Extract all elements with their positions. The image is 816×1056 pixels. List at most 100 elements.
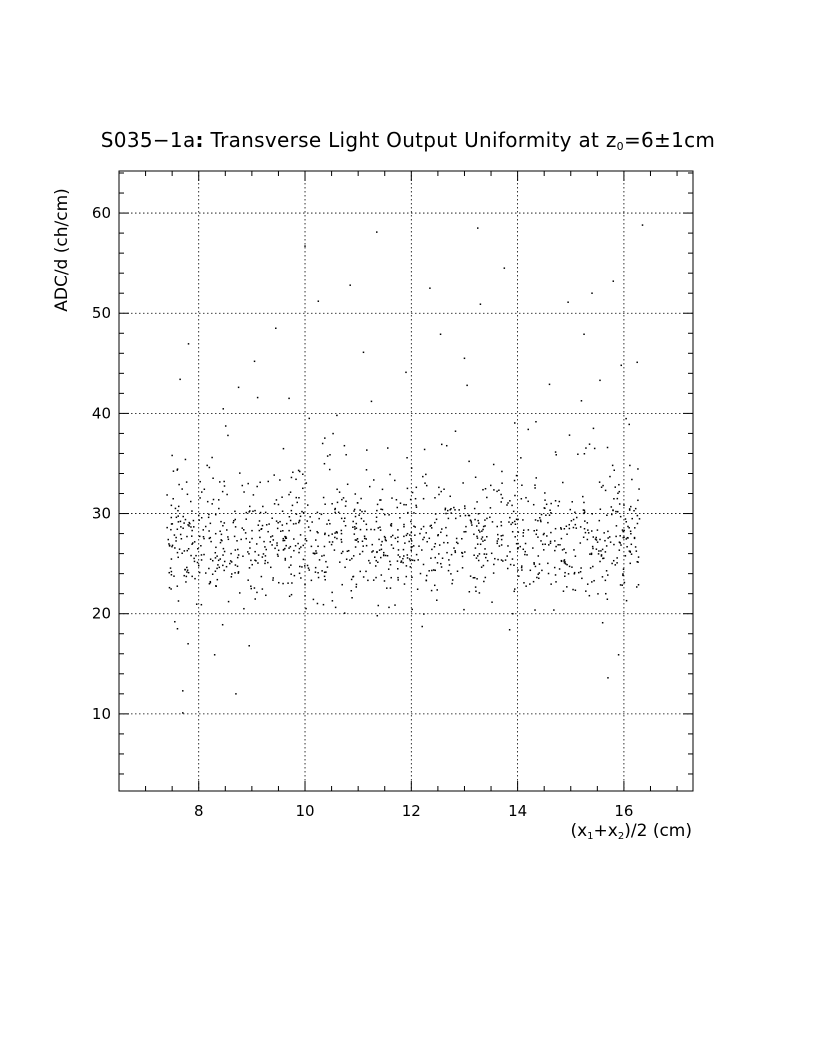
- data-point: [223, 485, 226, 487]
- data-point: [222, 564, 224, 567]
- data-point: [520, 457, 522, 459]
- chart-title: S035−1a: Transverse Light Output Uniform…: [0, 128, 816, 153]
- data-point: [217, 559, 220, 562]
- data-point: [330, 543, 333, 546]
- data-point: [277, 549, 280, 552]
- data-point: [365, 528, 368, 531]
- data-point: [186, 535, 188, 538]
- data-point: [619, 584, 622, 586]
- data-point: [184, 518, 187, 521]
- data-point: [484, 525, 486, 527]
- data-point: [171, 545, 173, 548]
- data-point: [544, 499, 546, 501]
- data-point: [263, 540, 265, 543]
- data-point: [272, 539, 275, 541]
- data-point: [522, 529, 525, 531]
- data-point: [606, 446, 609, 449]
- data-point: [409, 498, 412, 501]
- data-point: [237, 572, 240, 574]
- data-point: [190, 554, 192, 557]
- data-point: [298, 470, 301, 473]
- data-point: [613, 469, 615, 472]
- data-point: [207, 516, 210, 519]
- data-point: [630, 553, 633, 555]
- data-point: [186, 571, 188, 573]
- data-point: [623, 529, 625, 532]
- data-point: [548, 514, 551, 516]
- data-point: [461, 567, 464, 569]
- data-point: [340, 552, 343, 555]
- data-point: [168, 545, 171, 547]
- data-point: [334, 606, 337, 609]
- data-point: [633, 536, 636, 539]
- data-point: [542, 549, 545, 551]
- data-point: [261, 556, 264, 558]
- data-point: [463, 608, 465, 611]
- data-point: [361, 540, 364, 543]
- data-point: [269, 541, 272, 543]
- data-point: [262, 505, 264, 508]
- data-point: [302, 487, 304, 490]
- data-point: [402, 561, 404, 564]
- data-point: [347, 549, 350, 552]
- data-point: [170, 516, 173, 519]
- data-point: [271, 517, 273, 519]
- data-point: [501, 470, 503, 473]
- data-point: [219, 530, 221, 533]
- data-point: [555, 545, 557, 548]
- data-point: [520, 566, 523, 569]
- data-point: [383, 535, 386, 538]
- data-point: [295, 478, 297, 481]
- data-point: [558, 568, 561, 570]
- data-point: [419, 532, 421, 535]
- data-point: [604, 539, 606, 542]
- data-point: [534, 484, 536, 486]
- data-point: [612, 280, 615, 282]
- data-point: [332, 432, 334, 435]
- data-point: [532, 547, 534, 549]
- data-point: [346, 483, 349, 486]
- data-point: [350, 578, 353, 581]
- data-point: [233, 535, 236, 538]
- data-point: [264, 562, 266, 565]
- data-point: [489, 516, 491, 519]
- data-point: [376, 231, 378, 233]
- data-point: [631, 517, 633, 520]
- data-point: [484, 576, 487, 579]
- x-tick-label-12: 12: [402, 802, 421, 820]
- data-point: [511, 558, 514, 560]
- data-point: [598, 481, 601, 483]
- data-point: [254, 509, 256, 512]
- data-point: [615, 535, 617, 538]
- data-point: [413, 525, 415, 528]
- data-point: [396, 560, 399, 562]
- data-point: [372, 579, 375, 581]
- data-point: [387, 568, 390, 570]
- data-point: [590, 553, 593, 556]
- data-point: [267, 530, 269, 533]
- data-point: [229, 562, 231, 565]
- data-point: [637, 499, 639, 502]
- data-point: [601, 621, 604, 624]
- data-point: [603, 557, 605, 560]
- data-point: [509, 551, 511, 553]
- data-point: [450, 573, 452, 575]
- data-point: [630, 543, 633, 546]
- data-point: [410, 520, 412, 523]
- data-point: [237, 554, 240, 556]
- data-point: [448, 564, 451, 566]
- data-point: [412, 545, 415, 547]
- data-point: [616, 511, 619, 513]
- data-point: [522, 531, 525, 534]
- data-point: [437, 534, 439, 536]
- data-point: [353, 510, 355, 512]
- data-point: [306, 520, 309, 522]
- data-point: [627, 525, 629, 528]
- data-point: [295, 513, 298, 515]
- data-point: [333, 549, 336, 551]
- data-point: [419, 572, 422, 575]
- data-point: [463, 531, 465, 533]
- data-point: [211, 559, 214, 562]
- data-point: [317, 300, 320, 302]
- data-point: [280, 530, 282, 533]
